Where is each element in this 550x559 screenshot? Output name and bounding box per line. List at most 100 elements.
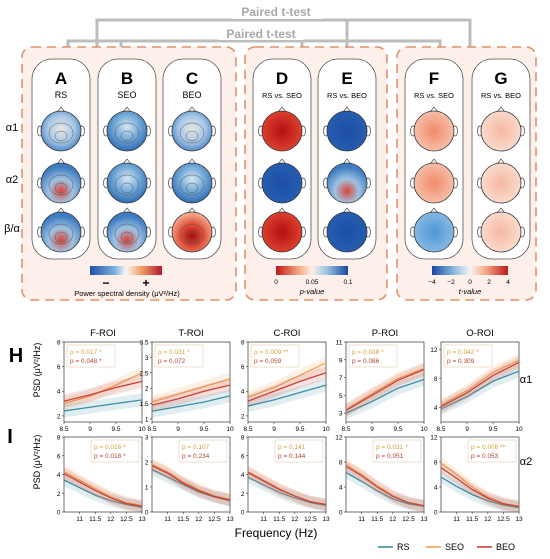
y-tick-label: 1: [145, 485, 149, 492]
topomap-column: A RS: [31, 58, 91, 260]
y-tick-label: 2.5: [139, 370, 148, 377]
x-tick-label: 9.5: [111, 426, 120, 433]
series-line-rs: [440, 370, 520, 410]
ci-band-seo: [346, 458, 424, 512]
x-tick-label: 10: [322, 426, 330, 433]
head-map: [261, 162, 303, 204]
p-value-box: [66, 344, 116, 368]
y-tick-label: 12: [430, 347, 438, 354]
contour-line: [185, 130, 199, 142]
x-tick-label: 11.5: [466, 516, 479, 523]
y-tick-label: 0: [339, 510, 343, 517]
line-plot: O-ROI 4 8 12 8.5 9 9.5 10 p = 0.042 * p = 0.309: [430, 328, 523, 433]
x-tick-label: 8.5: [59, 426, 68, 433]
contour-line: [114, 122, 140, 144]
x-tick-label: 9.5: [295, 426, 304, 433]
panel-letter: B: [121, 69, 133, 88]
p-value-beo: p = 0.018 *: [94, 453, 126, 460]
x-tick-label: 13: [420, 516, 428, 523]
section-label-H: H: [9, 345, 23, 367]
y-tick-label: 5: [339, 393, 343, 400]
p-value-beo: p = 0.059: [254, 358, 282, 365]
x-tick-label: 9: [465, 426, 469, 433]
contour-line: [120, 231, 134, 243]
t-colorbar-tick: 2: [487, 279, 491, 286]
y-tick-label: 2: [57, 491, 61, 498]
panel-letter: C: [186, 69, 198, 88]
p-value-box: [372, 439, 422, 463]
panel-letter: E: [341, 69, 352, 88]
y-tick-label: 3: [145, 355, 149, 362]
x-tick-label: 9: [272, 426, 276, 433]
outer-bracket-label: Paired t-test: [241, 5, 310, 19]
y-tick-label: 4: [434, 485, 438, 492]
head-map: [326, 162, 368, 204]
psd-colorbar-label: Power spectral density (μV²/Hz): [74, 289, 180, 298]
ci-band-beo: [64, 467, 142, 512]
y-tick-label: 0: [57, 510, 61, 517]
x-tick-label: 12.5: [402, 516, 415, 523]
x-tick-label: 11.5: [371, 516, 384, 523]
ci-band-beo: [441, 461, 519, 512]
y-tick-label: 12: [335, 435, 343, 442]
p-value-seo: p = 0.042 *: [447, 349, 479, 356]
head-topomap: [168, 207, 216, 253]
x-tick-label: 9.5: [488, 426, 497, 433]
series-line-seo: [151, 378, 231, 403]
inner-bracket-label: Paired t-test: [226, 27, 295, 41]
p-value-box: [178, 439, 228, 463]
y-tick-label: 1.5: [139, 401, 148, 408]
series-line-beo: [345, 465, 425, 507]
y-tick-label: 7: [339, 375, 343, 382]
ci-band-seo: [64, 366, 142, 410]
head-map: [261, 211, 303, 253]
p-value-box: [90, 439, 140, 463]
row-label-alpha2-chart: α2: [520, 456, 532, 468]
panel-letter: D: [276, 69, 288, 88]
series-line-rs: [63, 399, 143, 412]
y-tick-label: 0: [145, 510, 149, 517]
topomap-column: B SEO: [97, 58, 157, 260]
y-tick-label: 6: [57, 453, 61, 460]
head-topomap: [258, 207, 306, 253]
legend: RS SEO BEO: [378, 542, 515, 552]
head-topomap: [258, 106, 306, 152]
p-value-beo: p = 0.072: [158, 358, 186, 365]
series-line-beo: [345, 368, 425, 412]
x-tick-label: 13: [322, 516, 330, 523]
x-tick-label: 11: [164, 516, 171, 523]
ci-band-seo: [441, 457, 519, 512]
x-tick-label: 13: [226, 516, 234, 523]
x-tick-label: 9: [176, 426, 180, 433]
t-colorbar-tick: −2: [447, 279, 455, 286]
topomap-column: G RS vs. BEO: [471, 58, 531, 260]
x-tick-label: 8.5: [147, 426, 156, 433]
x-tick-label: 12.5: [208, 516, 221, 523]
panel-subtitle: RS vs. BEO: [481, 91, 521, 100]
p-value-seo: p = 0.031 *: [376, 444, 408, 451]
x-tick-label: 8.5: [243, 426, 252, 433]
head-topomap: [477, 207, 525, 253]
p-value-seo: p = 0.141: [278, 444, 306, 451]
x-tick-label: 10: [138, 426, 146, 433]
y-tick-label: 12: [430, 435, 438, 442]
series-line-rs: [345, 378, 425, 414]
head-map: [480, 110, 522, 152]
row-label-alpha2: α2: [6, 174, 18, 186]
x-tick-label: 12: [389, 516, 397, 523]
p-value-seo: p = 0.006 **: [471, 444, 506, 451]
head-topomap: [323, 106, 371, 152]
head-map: [261, 110, 303, 152]
y-tick-label: 6: [241, 364, 245, 371]
y-tick-label: 8: [57, 435, 61, 442]
ci-band-beo: [346, 363, 424, 417]
p-value-seo: p = 0.038 *: [352, 349, 384, 356]
ci-band-rs: [346, 372, 424, 420]
y-tick-label: 8: [241, 435, 245, 442]
contour-line: [120, 130, 134, 142]
y-tick-label: 6: [241, 453, 245, 460]
y-tick-label: 2: [145, 386, 149, 393]
